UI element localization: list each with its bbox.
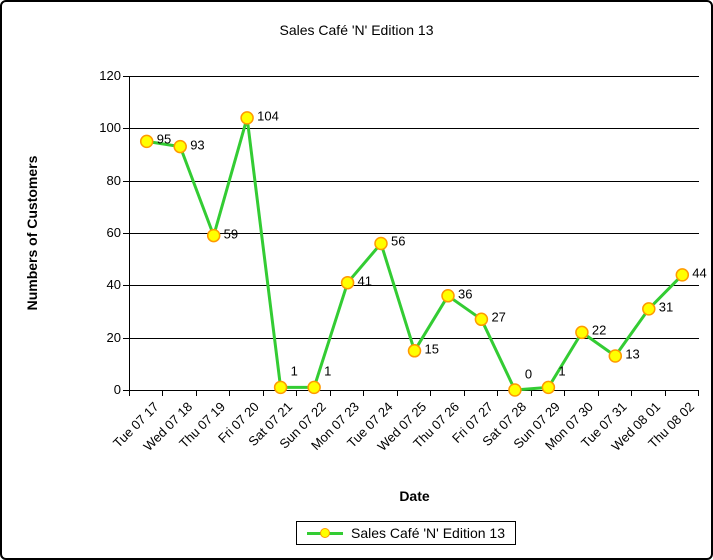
x-tick-mark (262, 391, 264, 396)
data-point-marker (474, 312, 489, 327)
gridline (130, 337, 699, 339)
x-tick-mark (129, 391, 130, 396)
data-point-label: 56 (391, 233, 406, 249)
y-tick-mark (123, 76, 129, 77)
x-tick-mark (363, 391, 365, 396)
x-tick-mark (497, 391, 499, 396)
y-tick-mark (123, 285, 129, 287)
legend: Sales Café 'N' Edition 13 (296, 521, 516, 545)
data-point-marker (340, 275, 355, 290)
data-point-label: 27 (491, 309, 506, 325)
data-point-marker (608, 349, 623, 363)
y-tick-label: 40 (106, 277, 121, 293)
x-axis-line (129, 390, 699, 391)
legend-label: Sales Café 'N' Edition 13 (351, 525, 505, 541)
x-tick-mark (162, 391, 164, 396)
x-tick-mark (564, 391, 566, 396)
gridline (130, 76, 699, 77)
legend-line-marker-icon (307, 527, 343, 540)
series-line-layer (139, 111, 690, 397)
y-tick-label: 120 (99, 68, 121, 83)
x-tick-mark (631, 391, 633, 396)
x-tick-mark (463, 391, 465, 396)
y-tick-label: 80 (106, 172, 121, 188)
x-tick-mark (430, 391, 432, 396)
y-tick-mark (123, 337, 129, 339)
data-point-label: 104 (257, 108, 279, 124)
gridline (130, 128, 699, 130)
legend-marker-icon (320, 528, 330, 538)
gridline (130, 233, 699, 234)
data-point-marker (273, 380, 288, 395)
y-tick-mark (123, 233, 129, 234)
x-tick-mark (530, 391, 532, 396)
data-point-label: 0 (524, 366, 533, 382)
data-point-marker (675, 268, 690, 282)
y-tick-mark (123, 128, 129, 130)
data-point-marker (374, 236, 388, 251)
y-tick-label: 20 (106, 329, 121, 345)
data-point-label: 13 (625, 346, 640, 362)
x-tick-mark (664, 391, 666, 396)
data-point-marker (206, 228, 221, 243)
data-point-marker (139, 134, 154, 149)
data-point-label: 22 (591, 322, 607, 338)
x-tick-mark (396, 391, 398, 396)
gridline (130, 285, 699, 287)
data-point-marker (508, 383, 522, 397)
data-point-marker (541, 380, 556, 395)
chart-title: Sales Café 'N' Edition 13 (279, 22, 434, 38)
data-point-label: 95 (156, 131, 172, 147)
x-tick-mark (229, 391, 231, 396)
data-point-label: 1 (290, 363, 298, 379)
data-point-label: 15 (424, 341, 439, 357)
y-tick-label: 0 (113, 382, 121, 397)
data-point-marker (642, 302, 656, 316)
data-point-label: 1 (324, 363, 332, 379)
data-point-label: 41 (357, 273, 373, 289)
gridline (130, 180, 699, 182)
data-point-label: 31 (658, 299, 674, 315)
data-point-label: 1 (558, 363, 566, 379)
y-tick-label: 100 (99, 120, 121, 136)
x-tick-mark (597, 391, 599, 396)
data-point-marker (307, 380, 321, 395)
y-tick-label: 60 (106, 225, 121, 240)
data-point-label: 36 (457, 286, 473, 302)
x-axis-title: Date (399, 488, 430, 504)
y-tick-mark (123, 180, 129, 182)
y-axis-title: Numbers of Customers (24, 155, 40, 311)
data-point-marker (407, 344, 422, 358)
y-tick-mark (123, 390, 129, 391)
x-tick-mark (195, 391, 197, 396)
y-axis-line (129, 76, 130, 391)
plot-area: 95 93 59 104 1 1 41 56 15 36 27 0 1 22 13 31 44 (130, 76, 707, 397)
data-point-marker (173, 139, 187, 154)
x-tick-mark (296, 391, 298, 396)
x-tick-mark (698, 391, 699, 396)
data-point-marker (441, 289, 455, 303)
data-point-marker (240, 111, 254, 125)
data-point-marker (575, 325, 589, 340)
data-point-label: 93 (190, 137, 205, 153)
data-point-label: 59 (223, 226, 239, 242)
data-point-label: 44 (692, 265, 707, 281)
x-tick-mark (329, 391, 331, 396)
